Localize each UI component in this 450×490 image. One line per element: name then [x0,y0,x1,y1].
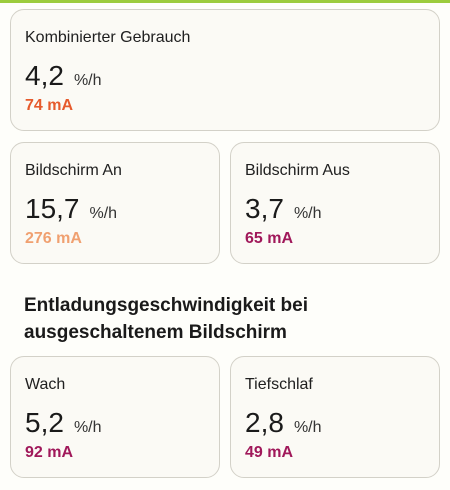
combined-usage-value: 4,2 [25,60,64,91]
screen-on-current: 276 mA [25,230,82,247]
awake-unit: %/h [73,419,102,436]
screen-off-unit: %/h [293,205,322,222]
deep-sleep-value: 2,8 [245,407,284,438]
screen-on-value-row: 15,7 %/h [25,193,205,225]
awake-value: 5,2 [25,407,64,438]
screen-on-card[interactable]: Bildschirm An 15,7 %/h 276 mA [10,142,220,264]
screen-on-unit: %/h [89,205,118,222]
screen-on-label: Bildschirm An [25,162,122,179]
combined-usage-value-row: 4,2 %/h [25,60,425,92]
awake-value-row: 5,2 %/h [25,407,205,439]
awake-card[interactable]: Wach 5,2 %/h 92 mA [10,356,220,478]
screen-off-card[interactable]: Bildschirm Aus 3,7 %/h 65 mA [230,142,440,264]
deep-sleep-card[interactable]: Tiefschlaf 2,8 %/h 49 mA [230,356,440,478]
screen-on-value: 15,7 [25,193,80,224]
screen-off-value-row: 3,7 %/h [245,193,425,225]
combined-usage-unit: %/h [73,72,102,89]
awake-current: 92 mA [25,444,74,461]
screen-off-current: 65 mA [245,230,294,247]
deep-sleep-label: Tiefschlaf [245,376,313,393]
combined-usage-card[interactable]: Kombinierter Gebrauch 4,2 %/h 74 mA [10,9,440,131]
deep-sleep-current: 49 mA [245,444,294,461]
combined-usage-current: 74 mA [25,97,74,114]
screen-off-discharge-section-title: Entladungsgeschwindigkeit bei ausgeschal… [24,295,308,343]
combined-usage-label: Kombinierter Gebrauch [25,29,191,46]
screen-off-value: 3,7 [245,193,284,224]
screen-off-label: Bildschirm Aus [245,162,350,179]
awake-label: Wach [25,376,66,393]
deep-sleep-unit: %/h [293,419,322,436]
deep-sleep-value-row: 2,8 %/h [245,407,425,439]
accent-bar [0,0,450,3]
